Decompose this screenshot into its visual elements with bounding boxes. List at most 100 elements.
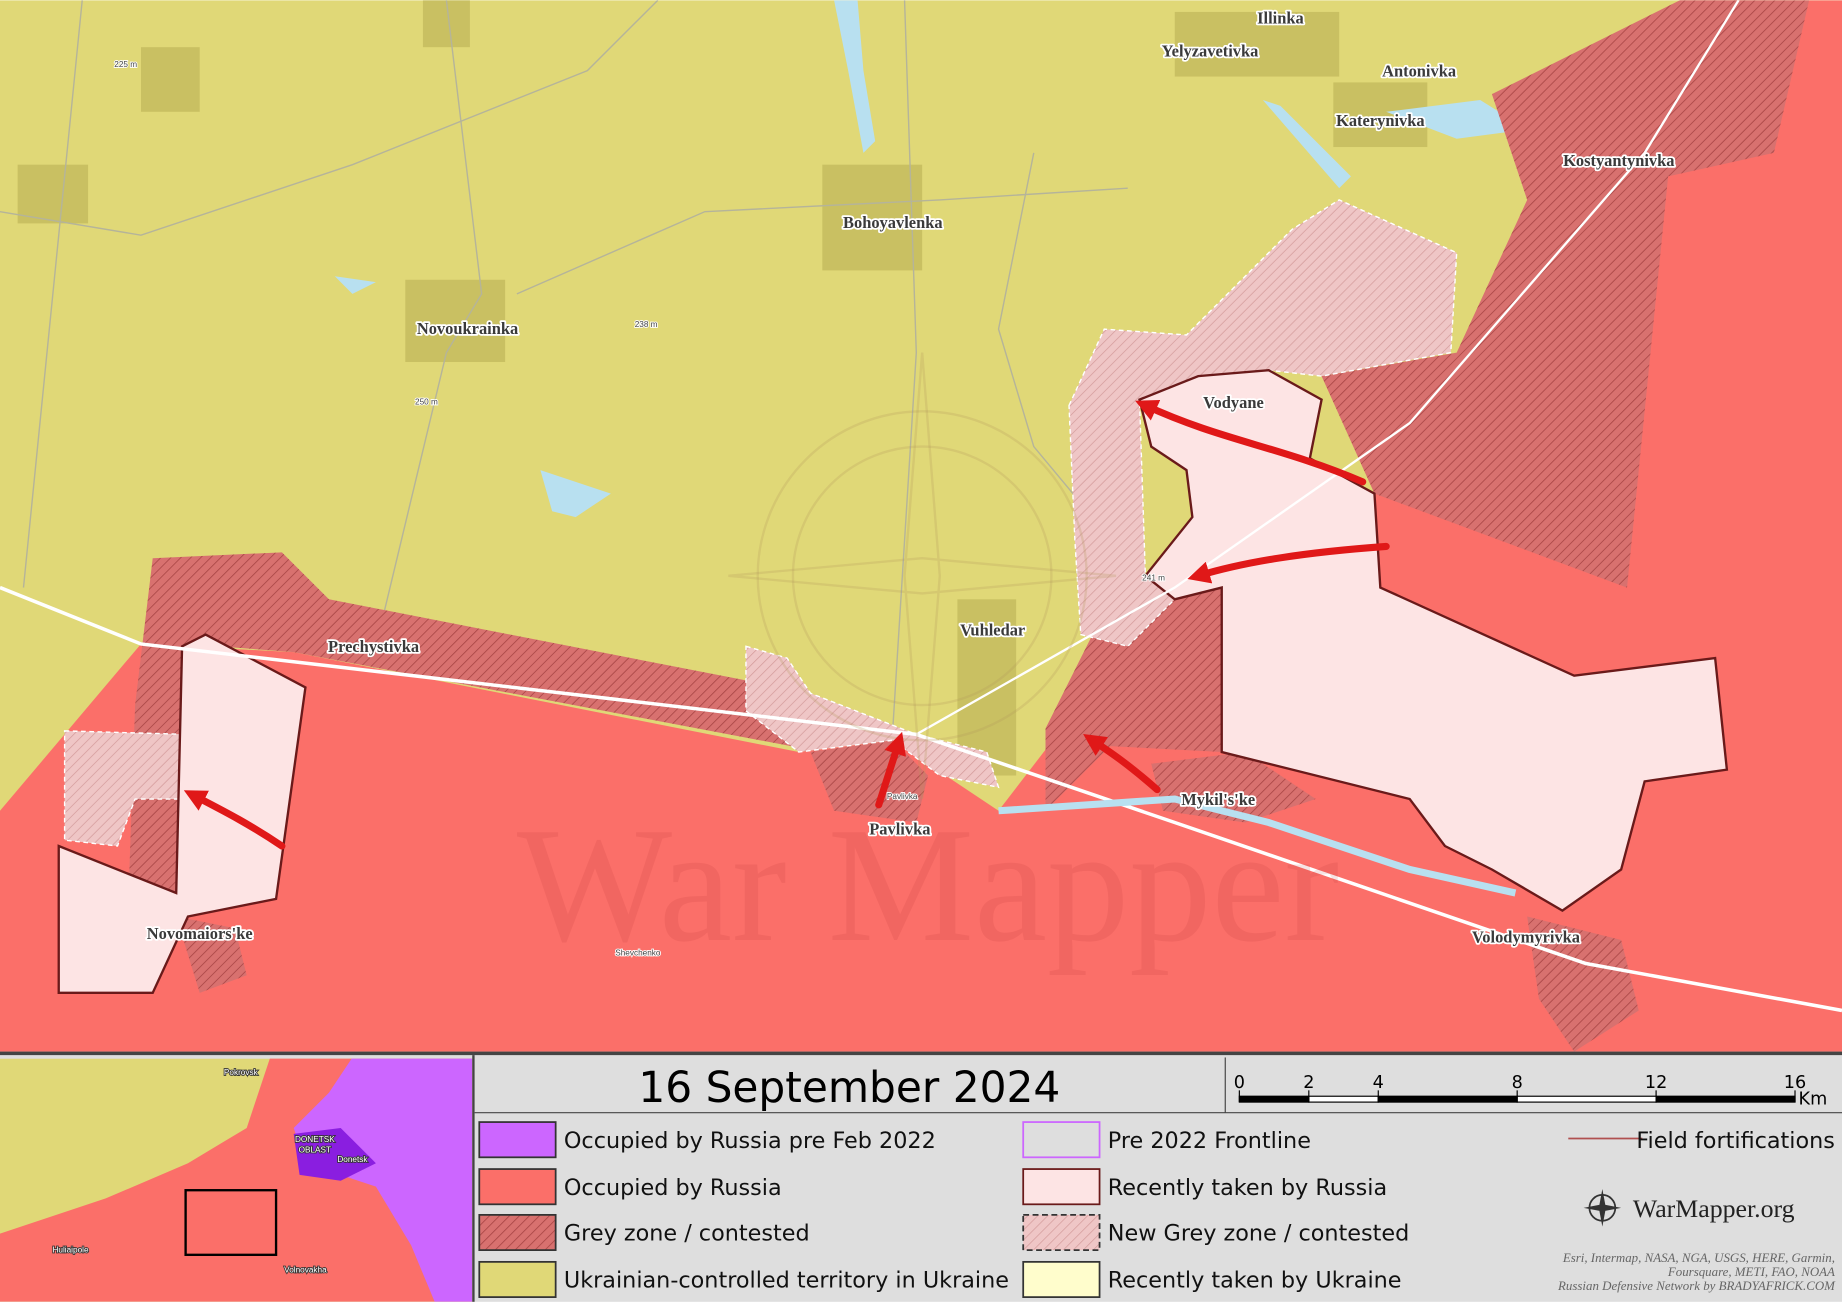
town-area xyxy=(422,0,470,48)
place-label: Antonivka xyxy=(1382,62,1456,81)
inset-label: Volnovakha xyxy=(284,1265,327,1274)
legend-label: Grey zone / contested xyxy=(564,1221,810,1247)
town-area xyxy=(17,164,89,224)
brand-logo xyxy=(1583,1189,1622,1227)
legend-swatch xyxy=(478,1121,557,1159)
place-label: Novomaiors'ke xyxy=(147,924,253,943)
inset-label: Huliaipole xyxy=(52,1245,89,1254)
attribution: Russian Defensive Network by BRADYAFRICK… xyxy=(1557,1278,1836,1293)
grey-zone xyxy=(810,740,929,823)
attribution: Foursquare, METI, FAO, NOAA xyxy=(1667,1264,1835,1279)
minor-label: Pavlivka xyxy=(887,792,918,801)
scale-tick-label: 2 xyxy=(1303,1073,1314,1093)
advance-arrow xyxy=(1187,542,1390,584)
scale-tick-label: 0 xyxy=(1234,1073,1245,1093)
town-area xyxy=(957,599,1017,776)
scale-segment xyxy=(1516,1095,1657,1103)
brand-name: WarMapper.org xyxy=(1633,1194,1795,1223)
recently-taken-by-russia xyxy=(57,633,307,995)
place-label: Mykil's'ke xyxy=(1181,790,1255,809)
legend-label: Recently taken by Ukraine xyxy=(1108,1268,1402,1294)
place-label: Vodyane xyxy=(1203,393,1264,412)
date-title: 16 September 2024 xyxy=(638,1063,1060,1112)
legend-label: Ukrainian-controlled territory in Ukrain… xyxy=(564,1268,1009,1294)
inset-map xyxy=(293,1058,473,1302)
scale-tick-label: 8 xyxy=(1512,1073,1523,1093)
river xyxy=(998,795,1517,897)
inset-label: OBLAST xyxy=(299,1146,331,1155)
main-road xyxy=(915,0,1740,736)
map-labels: War Mapper Illinka Yelyzavetivka Antonivka K… xyxy=(113,7,1676,976)
inset-label: DONETSK xyxy=(295,1135,335,1144)
grey-zone xyxy=(176,916,247,993)
scale-tick-label: 16 xyxy=(1784,1073,1806,1093)
inset-label: Pokrovsk xyxy=(224,1068,259,1077)
town-area xyxy=(1174,11,1340,77)
scale-segment xyxy=(1308,1095,1379,1103)
recently-taken-by-russia xyxy=(1138,369,1729,913)
place-label: Illinka xyxy=(1257,9,1304,28)
water xyxy=(1262,100,1351,189)
place-label: Prechystivka xyxy=(328,637,419,656)
legend-swatch xyxy=(1022,1121,1101,1159)
legend-swatch xyxy=(1022,1260,1101,1298)
inset-map: Pokrovsk DONETSK OBLAST Donetsk Huliaipole Vo… xyxy=(0,1058,473,1302)
legend-label: Occupied by Russia pre Feb 2022 xyxy=(564,1128,936,1154)
advance-arrow xyxy=(183,790,286,850)
legend-swatch xyxy=(478,1168,557,1206)
minor-road xyxy=(0,0,1128,764)
elevation-label: 238 m xyxy=(635,320,658,329)
water xyxy=(1386,100,1528,139)
place-label: Yelyzavetivka xyxy=(1162,42,1259,61)
water xyxy=(834,0,876,153)
compass-rose xyxy=(756,410,1088,742)
inset-label: Donetsk xyxy=(337,1155,368,1164)
legend-swatch xyxy=(1022,1213,1101,1252)
minor-road xyxy=(0,0,659,236)
town-area xyxy=(405,279,506,363)
brand-logo xyxy=(1583,1189,1622,1227)
minor-road xyxy=(892,0,918,729)
new-grey-zone xyxy=(745,645,1000,789)
inset-map xyxy=(184,1189,278,1256)
recently-taken-by-russia xyxy=(57,369,1729,995)
scale-tick-label: 12 xyxy=(1645,1073,1667,1093)
grey-zone xyxy=(129,552,823,893)
scale-segment xyxy=(1655,1095,1796,1103)
advance-arrow xyxy=(1083,734,1161,794)
legend-swatch xyxy=(1022,1168,1101,1206)
elevation-label: 225 m xyxy=(114,60,137,69)
advance-arrow xyxy=(183,399,1390,850)
place-label: Volodymyrivka xyxy=(1472,927,1580,946)
legend-label: Recently taken by Russia xyxy=(1108,1175,1387,1201)
panel-border xyxy=(0,1051,1842,1056)
town-area xyxy=(822,164,923,271)
compass-rose xyxy=(728,352,1117,800)
panel-divider xyxy=(472,1055,475,1302)
place-label: Vuhledar xyxy=(960,621,1025,640)
inset-map: Pokrovsk DONETSK OBLAST Donetsk Huliaipole Vo… xyxy=(52,1067,370,1275)
legend-label: Pre 2022 Frontline xyxy=(1108,1128,1311,1154)
elevation-label: 250 m xyxy=(415,397,438,406)
place-label: Katerynivka xyxy=(1336,111,1425,130)
watermark: War Mapper xyxy=(517,793,1339,976)
place-label: Novoukrainka xyxy=(417,319,518,338)
grey-zone xyxy=(1527,916,1639,1052)
minor-road xyxy=(516,187,1128,295)
place-label: Pavlivka xyxy=(869,819,930,838)
scale-segment xyxy=(1377,1095,1518,1103)
minor-road xyxy=(997,152,1094,518)
scale-unit: Km xyxy=(1799,1089,1828,1109)
compass-rose xyxy=(728,352,1117,800)
legend-swatch xyxy=(478,1260,557,1298)
advance-arrow xyxy=(875,731,906,809)
minor-road xyxy=(22,0,83,588)
main-road xyxy=(0,0,1842,1013)
advance-arrow xyxy=(1135,399,1367,486)
legend-label: New Grey zone / contested xyxy=(1108,1221,1410,1247)
minor-label: Shevchenko xyxy=(615,948,661,957)
attribution: Esri, Intermap, NASA, NGA, USGS, HERE, G… xyxy=(1562,1250,1835,1265)
map: War Mapper Illinka Yelyzavetivka Antonivka K… xyxy=(0,0,1842,1052)
